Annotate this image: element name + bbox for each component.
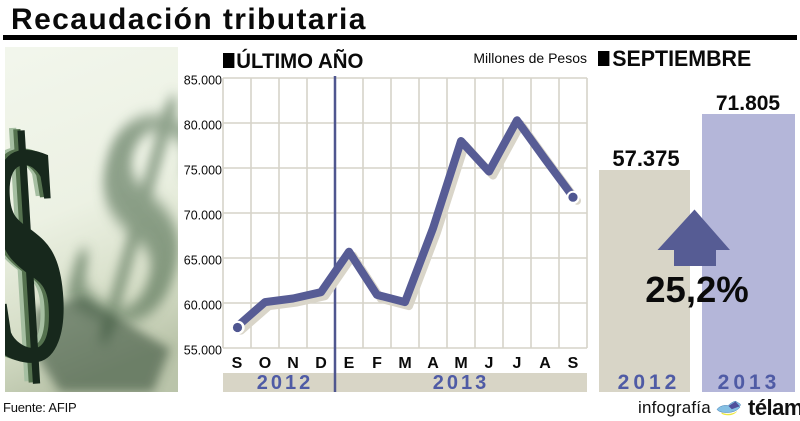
svg-text:60.000: 60.000	[184, 298, 222, 312]
svg-text:E: E	[344, 355, 355, 372]
svg-text:S: S	[568, 355, 579, 372]
svg-text:85.000: 85.000	[184, 73, 222, 87]
svg-text:25,2%: 25,2%	[645, 269, 749, 310]
svg-text:O: O	[259, 355, 271, 372]
svg-text:J: J	[485, 355, 494, 372]
svg-text:2013: 2013	[433, 372, 490, 394]
svg-text:71.805: 71.805	[716, 92, 781, 115]
svg-text:75.000: 75.000	[184, 163, 222, 177]
svg-text:80.000: 80.000	[184, 118, 222, 132]
svg-text:F: F	[372, 355, 382, 372]
svg-text:70.000: 70.000	[184, 208, 222, 222]
svg-text:65.000: 65.000	[184, 253, 222, 267]
svg-text:M: M	[454, 355, 467, 372]
svg-text:A: A	[427, 355, 439, 372]
svg-text:M: M	[398, 355, 411, 372]
svg-text:2012: 2012	[257, 372, 314, 394]
svg-text:55.000: 55.000	[184, 343, 222, 357]
svg-text:2013: 2013	[718, 371, 781, 394]
svg-text:D: D	[315, 355, 327, 372]
svg-text:J: J	[513, 355, 522, 372]
svg-text:57.375: 57.375	[612, 146, 679, 171]
svg-text:2012: 2012	[618, 371, 681, 394]
svg-text:A: A	[539, 355, 551, 372]
svg-text:N: N	[287, 355, 299, 372]
svg-text:S: S	[232, 355, 243, 372]
